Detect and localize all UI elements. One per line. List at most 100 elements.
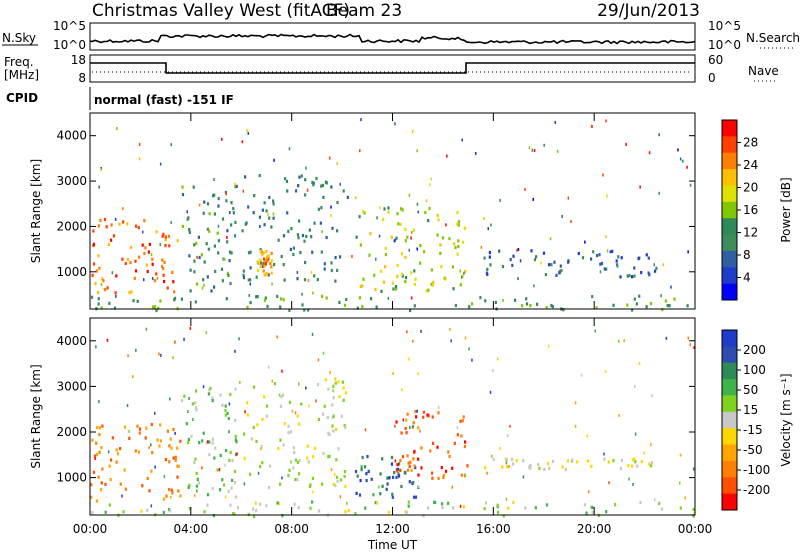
data-cell [413, 282, 416, 286]
data-cell [255, 509, 258, 513]
data-cell [603, 457, 606, 461]
data-cell [91, 273, 94, 277]
data-cell [281, 476, 283, 480]
plot-area [90, 113, 695, 309]
data-cell [304, 260, 307, 265]
data-cell [293, 450, 296, 454]
cpid-panel: CPID normal (fast) -151 IF [6, 87, 234, 110]
data-cell [129, 261, 132, 265]
data-cell [330, 185, 333, 189]
data-cell [360, 468, 363, 472]
data-cell [224, 463, 226, 467]
data-cell [115, 448, 118, 452]
data-cell [115, 274, 118, 278]
data-cell [281, 514, 284, 518]
data-cell [412, 424, 414, 428]
data-cell [364, 428, 367, 432]
data-cell [517, 277, 519, 281]
data-cell [436, 214, 439, 218]
data-cell [404, 255, 407, 259]
data-cell [143, 278, 145, 282]
data-cell [334, 484, 337, 488]
data-cell [679, 506, 682, 510]
data-cell [255, 275, 258, 279]
data-cell [246, 401, 249, 405]
data-cell [236, 452, 238, 456]
data-cell [296, 277, 299, 281]
data-cell [632, 458, 635, 462]
y-tick-label: 2000 [56, 219, 87, 233]
data-cell [298, 459, 301, 463]
data-cell [647, 271, 650, 275]
data-cell [196, 489, 198, 493]
data-cell [408, 357, 410, 361]
data-cell [464, 336, 467, 340]
data-cell [312, 291, 314, 295]
data-cell [213, 456, 216, 460]
colorbar-swatch [722, 283, 737, 301]
data-cell [611, 249, 614, 253]
data-cell [645, 253, 648, 257]
data-cell [605, 510, 608, 514]
data-cell [232, 207, 235, 211]
data-cell [138, 142, 141, 146]
data-cell [484, 299, 487, 303]
data-cell [380, 289, 383, 293]
echo-region [90, 294, 689, 313]
data-cell [96, 426, 99, 430]
data-cell [90, 483, 93, 487]
data-cell [564, 467, 567, 472]
data-cell [100, 306, 103, 310]
data-cell [271, 379, 273, 383]
data-cell [459, 419, 462, 423]
data-cell [225, 192, 227, 196]
data-cell [633, 266, 636, 270]
data-cell [159, 243, 161, 247]
data-cell [98, 433, 101, 437]
data-cell [277, 447, 280, 451]
data-cell [273, 263, 276, 267]
data-cell [416, 149, 418, 153]
data-cell [259, 258, 262, 262]
data-cell [413, 269, 416, 273]
data-cell [181, 185, 184, 189]
data-cell [197, 481, 201, 485]
data-cell [244, 175, 247, 179]
data-cell [217, 224, 220, 228]
data-cell [194, 494, 196, 498]
data-cell [502, 299, 504, 302]
data-cell [226, 236, 228, 239]
colorbar-swatch [722, 234, 737, 252]
data-cell [221, 403, 224, 407]
data-cell [228, 458, 231, 462]
data-cell [224, 404, 227, 408]
data-cell [376, 501, 379, 505]
data-cell [107, 242, 111, 246]
data-cell [250, 437, 253, 441]
data-cell [235, 184, 238, 188]
data-cell [432, 441, 435, 445]
data-cell [170, 143, 172, 147]
data-cell [451, 265, 454, 269]
colorbar-label: Power [dB] [779, 177, 793, 242]
data-cells [90, 118, 692, 313]
data-cell [462, 505, 466, 509]
data-cell [547, 462, 550, 466]
data-cell [281, 369, 283, 373]
data-cell [407, 461, 410, 465]
data-cell [387, 206, 390, 210]
y-tick-label: 3000 [56, 174, 87, 188]
data-cell [114, 217, 117, 221]
data-cell [163, 260, 166, 264]
data-cell [267, 254, 270, 258]
data-cells [90, 326, 696, 519]
data-cell [208, 229, 211, 233]
data-cell [406, 330, 408, 334]
data-cell [343, 470, 347, 474]
data-cell [226, 271, 229, 275]
data-cell [121, 257, 124, 261]
data-cell [233, 480, 237, 485]
data-cell [207, 440, 209, 444]
data-cell [452, 287, 455, 291]
data-cell [102, 279, 105, 283]
